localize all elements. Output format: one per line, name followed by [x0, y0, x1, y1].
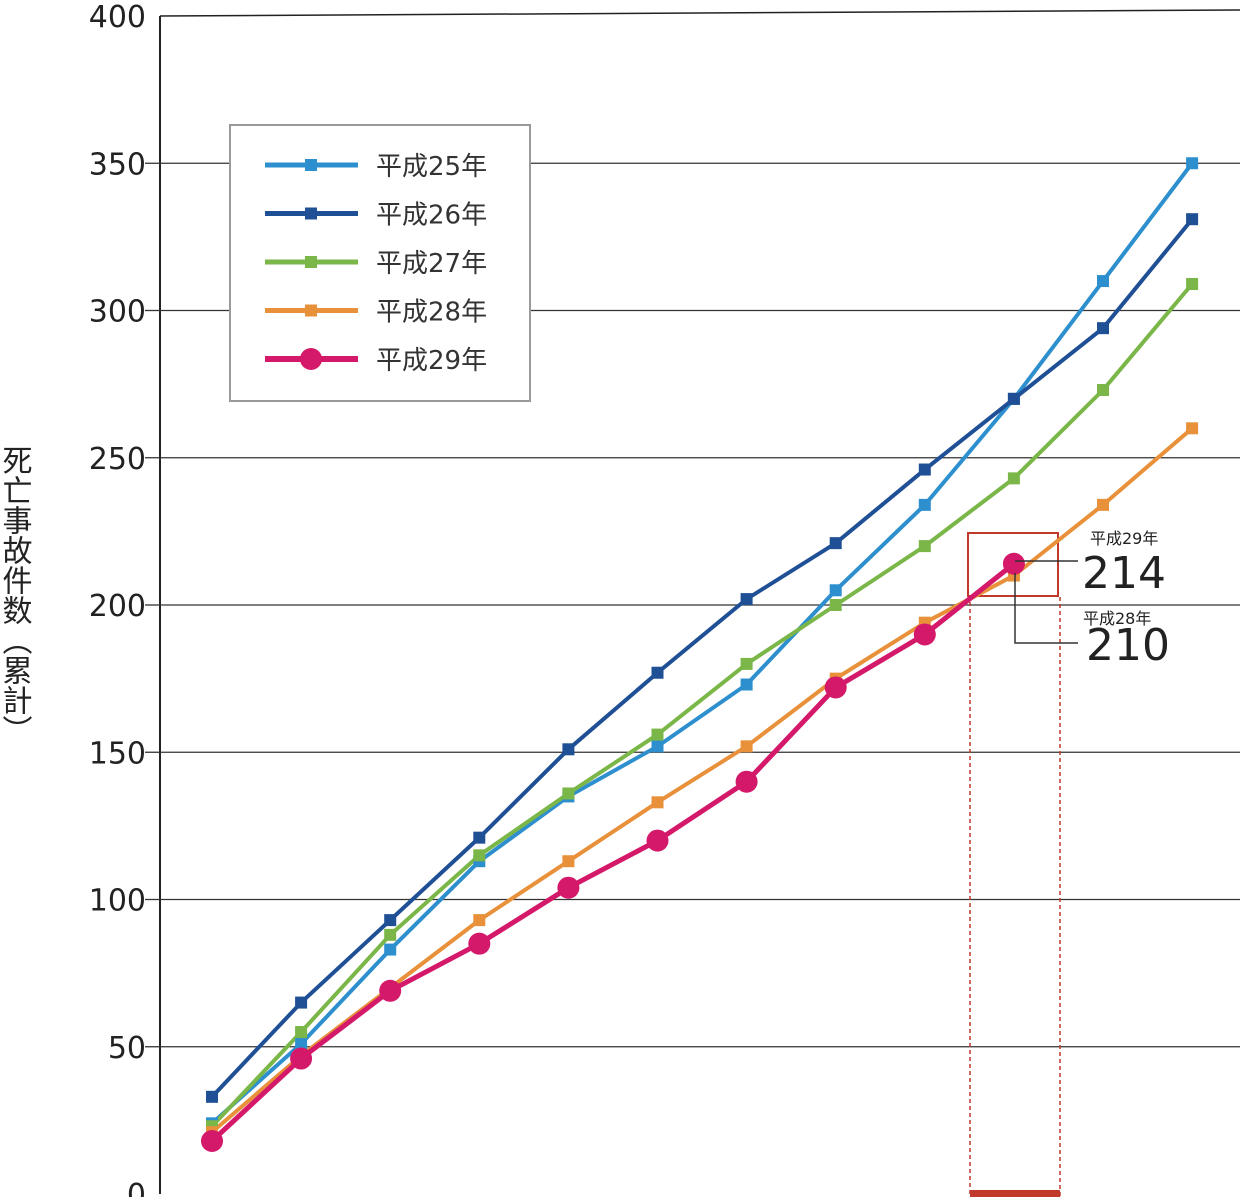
annotation-h29-value: 214 — [1082, 548, 1166, 599]
legend-swatch-marker — [305, 304, 317, 317]
legend-label: 平成25年 — [376, 152, 487, 182]
y-tick-label: 250 — [89, 442, 146, 477]
highlight-column-base — [970, 1190, 1060, 1197]
data-point — [206, 1090, 218, 1103]
data-point — [473, 914, 486, 927]
y-tick-label: 350 — [89, 147, 146, 182]
data-point — [651, 740, 664, 753]
data-point — [562, 787, 575, 800]
data-point — [384, 928, 397, 941]
series-line-4 — [210, 561, 1016, 1143]
data-point — [651, 728, 664, 741]
y-tick-label: 0 — [127, 1178, 146, 1197]
data-point — [1097, 322, 1109, 335]
y-tick-label: 100 — [89, 884, 146, 919]
legend-swatch-marker — [305, 256, 317, 268]
y-tick-label: 300 — [89, 295, 146, 330]
top-border-line — [159, 9, 1240, 17]
data-point — [1097, 275, 1109, 288]
legend-swatch-marker — [305, 207, 317, 220]
series-markers — [201, 157, 1199, 1152]
legend-swatch-marker — [305, 159, 317, 171]
y-tick-label: 400 — [89, 0, 146, 35]
data-point — [1186, 277, 1199, 290]
callout-leader-h28 — [1014, 573, 1078, 644]
data-point — [829, 599, 842, 611]
data-point — [290, 1047, 313, 1070]
data-point — [384, 914, 397, 927]
data-point — [918, 463, 931, 476]
data-point — [468, 932, 491, 955]
data-point — [201, 1129, 223, 1152]
series-line-1 — [210, 217, 1194, 1099]
y-tick-label: 50 — [108, 1031, 146, 1066]
y-tick-labels: 400 350 300 250 200 150 100 50 0 — [89, 0, 146, 1197]
legend-label: 平成28年 — [376, 298, 487, 328]
annotation-h29-label: 平成29年 — [1090, 529, 1158, 548]
data-point — [824, 676, 847, 699]
data-point — [1007, 392, 1020, 405]
highlight-column — [969, 595, 1061, 1197]
annotation-h28-value: 210 — [1086, 620, 1170, 671]
data-point — [473, 849, 486, 862]
data-point — [295, 1026, 308, 1039]
data-point — [562, 743, 575, 756]
data-point — [473, 831, 486, 844]
data-point — [646, 829, 669, 852]
legend-label: 平成29年 — [376, 346, 487, 376]
data-point — [295, 996, 308, 1009]
data-point — [557, 876, 580, 899]
data-point — [1002, 552, 1025, 575]
annotation-h28-label: 平成28年 — [1083, 609, 1151, 628]
data-point — [562, 855, 575, 868]
legend-label: 平成27年 — [376, 249, 487, 279]
data-point — [384, 943, 397, 956]
y-tick-label: 200 — [89, 589, 146, 624]
data-point — [740, 657, 753, 670]
data-point — [651, 666, 664, 679]
data-point — [735, 770, 758, 793]
data-point — [829, 584, 842, 597]
data-point — [1097, 384, 1109, 397]
data-point — [1186, 422, 1199, 435]
legend-swatch-marker — [300, 348, 322, 370]
data-point — [913, 623, 936, 646]
data-point — [740, 678, 753, 691]
data-point — [740, 593, 753, 606]
y-axis-label: 死亡事故件数（累計） — [0, 445, 33, 745]
legend-label: 平成26年 — [376, 201, 487, 231]
data-point — [829, 537, 842, 550]
data-point — [918, 540, 931, 553]
data-point — [379, 979, 402, 1002]
data-point — [918, 498, 931, 511]
data-point — [1186, 213, 1199, 226]
series-lines — [210, 162, 1194, 1143]
data-point — [1186, 157, 1199, 170]
data-point — [1007, 472, 1020, 485]
series-line-0 — [210, 162, 1194, 1125]
y-tick-label: 150 — [89, 736, 146, 771]
data-point — [740, 740, 753, 753]
data-point — [1097, 498, 1109, 511]
data-point — [295, 1037, 308, 1050]
series-line-2 — [210, 282, 1194, 1128]
data-point — [651, 796, 664, 809]
